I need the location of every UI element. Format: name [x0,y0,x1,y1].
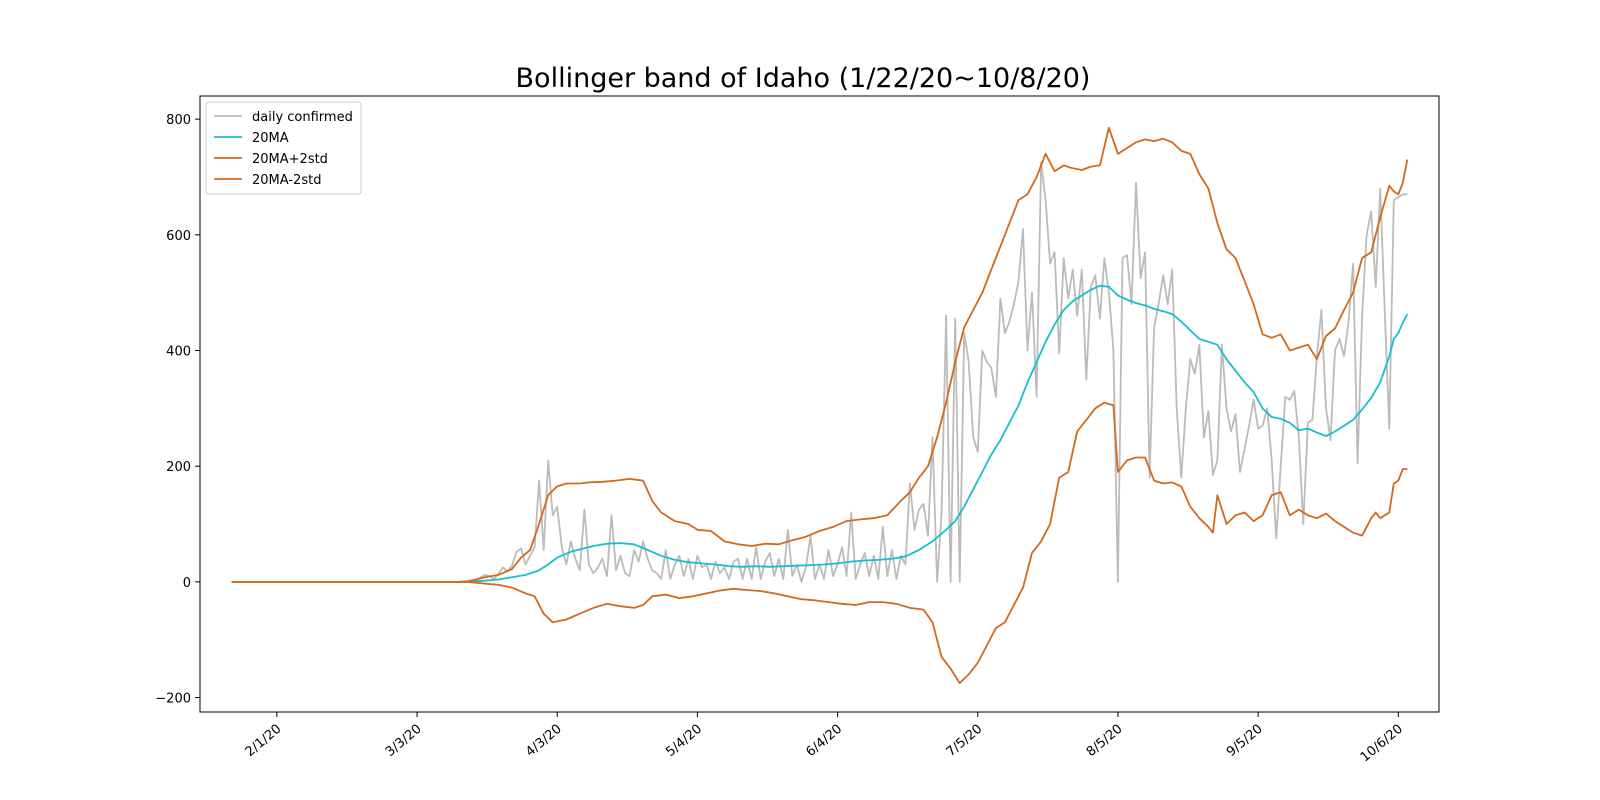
series-line-20ma-2std [231,126,1409,583]
plot-frame [199,95,1440,713]
series-lines [231,126,1409,684]
x-tick-label: 6/4/20 [803,722,845,760]
x-tick-label: 7/5/20 [944,722,986,760]
y-tick-label: −200 [155,692,191,707]
x-tick-label: 10/6/20 [1358,722,1406,766]
x-tick-label: 3/3/20 [383,722,425,760]
x-axis: 2/1/20 3/3/20 4/3/20 5/4/20 6/4/20 7/5/20 8/5/… [243,712,1406,765]
legend-label-20ma: 20MA [252,131,289,146]
legend-label-20ma-2std: 20MA-2std [252,173,321,188]
y-axis: 800 600 400 200 0 −200 [155,113,200,707]
legend-label-daily-confirmed: daily confirmed [252,110,353,125]
x-tick-label: 9/5/20 [1224,722,1266,760]
y-tick-label: 600 [166,229,191,244]
legend: daily confirmed 20MA 20MA+2std 20MA-2std [205,101,362,195]
y-tick-label: 400 [166,344,191,359]
series-line-20ma-2std [231,401,1408,684]
x-tick-label: 5/4/20 [663,722,705,760]
x-tick-label: 8/5/20 [1084,722,1126,760]
chart-title: Bollinger band of Idaho (1/22/20~10/8/20… [516,63,1091,94]
y-tick-label: 200 [166,460,191,475]
series-line-daily-confirmed [231,161,1408,583]
legend-box [205,101,362,195]
x-tick-label: 4/3/20 [523,722,565,760]
series-line-20ma [231,284,1409,583]
legend-label-20ma-2std: 20MA+2std [252,152,328,167]
y-tick-label: 800 [166,113,191,128]
x-tick-label: 2/1/20 [243,722,285,760]
y-tick-label: 0 [183,576,191,591]
